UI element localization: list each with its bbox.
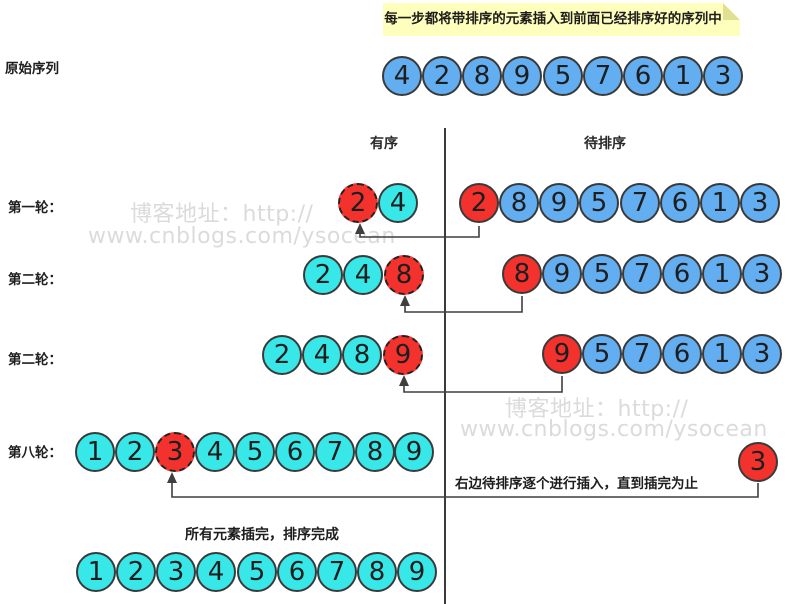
round1-label: 第一轮： (8, 200, 62, 216)
number-circle-5: 5 (582, 334, 622, 374)
number-circle-9: 9 (502, 56, 542, 96)
number-circle-7: 7 (622, 254, 662, 294)
number-circle-6: 6 (623, 56, 663, 96)
number-circle-9: 9 (539, 183, 579, 223)
number-circle-2: 2 (338, 183, 378, 223)
number-circle-1: 1 (75, 432, 115, 472)
number-circle-7: 7 (620, 183, 660, 223)
sorted-column-header: 有序 (370, 136, 398, 152)
number-circle-3: 3 (742, 334, 782, 374)
final-caption: 所有元素插完，排序完成 (185, 527, 339, 543)
number-circle-8: 8 (499, 183, 539, 223)
number-circle-3: 3 (155, 432, 195, 472)
number-circle-3: 3 (740, 183, 780, 223)
number-circle-3: 3 (742, 254, 782, 294)
number-circle-3: 3 (738, 442, 778, 482)
number-circle-4: 4 (343, 255, 383, 295)
number-circle-8: 8 (502, 254, 542, 294)
number-circle-2: 2 (303, 255, 343, 295)
number-circle-2: 2 (262, 335, 302, 375)
right-hint-text: 右边待排序逐个进行插入，直到插完为止 (455, 476, 698, 492)
number-circle-7: 7 (622, 334, 662, 374)
number-circle-4: 4 (195, 432, 235, 472)
number-circle-4: 4 (382, 56, 422, 96)
number-circle-6: 6 (662, 254, 702, 294)
unsorted-column-header: 待排序 (584, 136, 626, 152)
number-circle-8: 8 (357, 552, 397, 592)
number-circle-5: 5 (235, 432, 275, 472)
number-circle-8: 8 (355, 432, 395, 472)
round3-insert-connector (403, 376, 563, 393)
number-circle-3: 3 (156, 552, 196, 592)
round8-arrowhead-icon (167, 472, 177, 483)
number-circle-8: 8 (342, 335, 382, 375)
number-circle-4: 4 (196, 552, 236, 592)
number-circle-6: 6 (662, 334, 702, 374)
column-divider-line (444, 128, 446, 604)
round2-insert-connector (404, 296, 523, 313)
number-circle-2: 2 (459, 183, 499, 223)
watermark2-line2: www.cnblogs.com/ysocean (460, 417, 768, 442)
number-circle-4: 4 (302, 335, 342, 375)
number-circle-2: 2 (422, 56, 462, 96)
number-circle-5: 5 (582, 254, 622, 294)
round2-arrowhead-icon (400, 295, 410, 306)
round3-arrowhead-icon (399, 375, 409, 386)
number-circle-2: 2 (116, 552, 156, 592)
yellow-note: 每一步都将带排序的元素插入到前面已经排序好的序列中 (383, 3, 740, 36)
watermark-line2: www.cnblogs.com/ysocean (88, 224, 396, 249)
number-circle-5: 5 (579, 183, 619, 223)
number-circle-1: 1 (702, 254, 742, 294)
number-circle-3: 3 (703, 56, 743, 96)
note-fold-corner-icon (723, 3, 740, 20)
number-circle-4: 4 (378, 183, 418, 223)
note-text: 每一步都将带排序的元素插入到前面已经排序好的序列中 (384, 11, 722, 27)
watermark2-line1: 博客地址：http:// (505, 397, 689, 422)
number-circle-1: 1 (76, 552, 116, 592)
number-circle-2: 2 (115, 432, 155, 472)
number-circle-9: 9 (383, 335, 423, 375)
number-circle-6: 6 (275, 432, 315, 472)
number-circle-1: 1 (663, 56, 703, 96)
round2-label: 第二轮： (8, 272, 62, 288)
number-circle-9: 9 (394, 432, 434, 472)
number-circle-9: 9 (542, 254, 582, 294)
watermark-line1: 博客地址：http:// (130, 202, 314, 227)
number-circle-7: 7 (583, 56, 623, 96)
number-circle-5: 5 (543, 56, 583, 96)
number-circle-8: 8 (384, 255, 424, 295)
original-sequence-label: 原始序列 (5, 61, 59, 77)
number-circle-8: 8 (462, 56, 502, 96)
number-circle-6: 6 (660, 183, 700, 223)
number-circle-7: 7 (317, 552, 357, 592)
number-circle-1: 1 (702, 334, 742, 374)
number-circle-9: 9 (542, 334, 582, 374)
number-circle-9: 9 (397, 552, 437, 592)
number-circle-7: 7 (315, 432, 355, 472)
round3-label: 第二轮： (8, 352, 62, 368)
number-circle-5: 5 (237, 552, 277, 592)
number-circle-6: 6 (277, 552, 317, 592)
number-circle-1: 1 (700, 183, 740, 223)
round8-label: 第八轮： (8, 445, 62, 461)
